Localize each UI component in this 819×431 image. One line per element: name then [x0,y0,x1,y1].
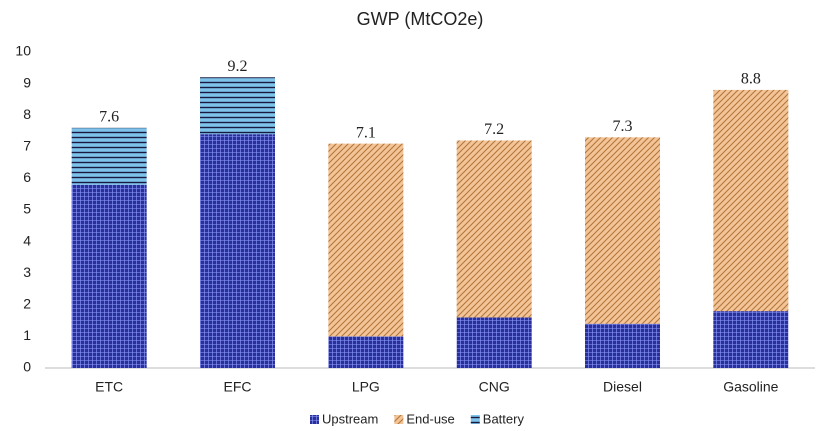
total-label: 7.3 [613,118,633,135]
total-label: 7.6 [99,109,119,126]
total-label: 8.8 [741,71,761,88]
legend-label: Battery [483,411,525,426]
bar-segment [328,143,404,337]
bar-segment [585,137,660,324]
x-tick-label: EFC [224,379,252,395]
legend-swatch [470,415,480,424]
bar-segment [71,127,147,185]
total-label: 7.1 [356,124,376,141]
y-tick-label: 7 [23,138,31,154]
bar-segment [71,184,147,368]
legend-label: End-use [406,411,454,426]
y-tick-label: 1 [23,327,31,343]
y-tick-label: 0 [23,359,31,375]
bar-segment [328,336,404,368]
legend-label: Upstream [322,411,378,426]
y-tick-label: 3 [23,264,31,280]
chart-title: GWP (MtCO2e) [357,9,484,29]
y-tick-label: 6 [23,169,31,185]
x-tick-label: Gasoline [723,379,778,395]
bar-segment [713,89,789,312]
y-tick-label: 2 [23,296,31,312]
legend-swatch [394,415,404,424]
x-tick-label: LPG [352,379,380,395]
total-label: 7.2 [484,121,504,138]
bar-segment [456,140,532,318]
bar-segment [200,134,275,368]
x-tick-label: CNG [479,379,510,395]
y-tick-label: 4 [23,232,31,248]
y-tick-label: 8 [23,106,31,122]
x-tick-label: ETC [95,379,123,395]
y-tick-label: 9 [23,74,31,90]
legend-swatch [310,415,319,424]
bar-segment [585,323,660,368]
x-tick-label: Diesel [603,379,642,395]
bar-segment [200,77,275,135]
bar-segment [713,311,789,368]
y-tick-label: 10 [15,43,31,59]
bar-segment [456,317,532,368]
y-tick-label: 5 [23,201,31,217]
total-label: 9.2 [228,58,248,75]
